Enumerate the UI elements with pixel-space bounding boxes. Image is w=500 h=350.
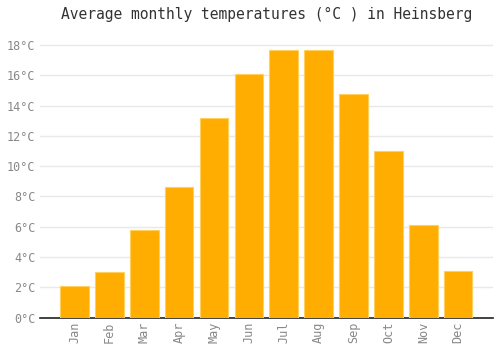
- Bar: [444, 271, 472, 317]
- Bar: [60, 286, 89, 317]
- Bar: [95, 272, 124, 317]
- Bar: [409, 225, 438, 317]
- Bar: [234, 74, 263, 317]
- Bar: [270, 50, 298, 317]
- Bar: [130, 230, 158, 317]
- Bar: [374, 151, 402, 317]
- Bar: [200, 118, 228, 317]
- Bar: [304, 50, 333, 317]
- Title: Average monthly temperatures (°C ) in Heinsberg: Average monthly temperatures (°C ) in He…: [60, 7, 472, 22]
- Bar: [339, 93, 368, 317]
- Bar: [165, 187, 194, 317]
